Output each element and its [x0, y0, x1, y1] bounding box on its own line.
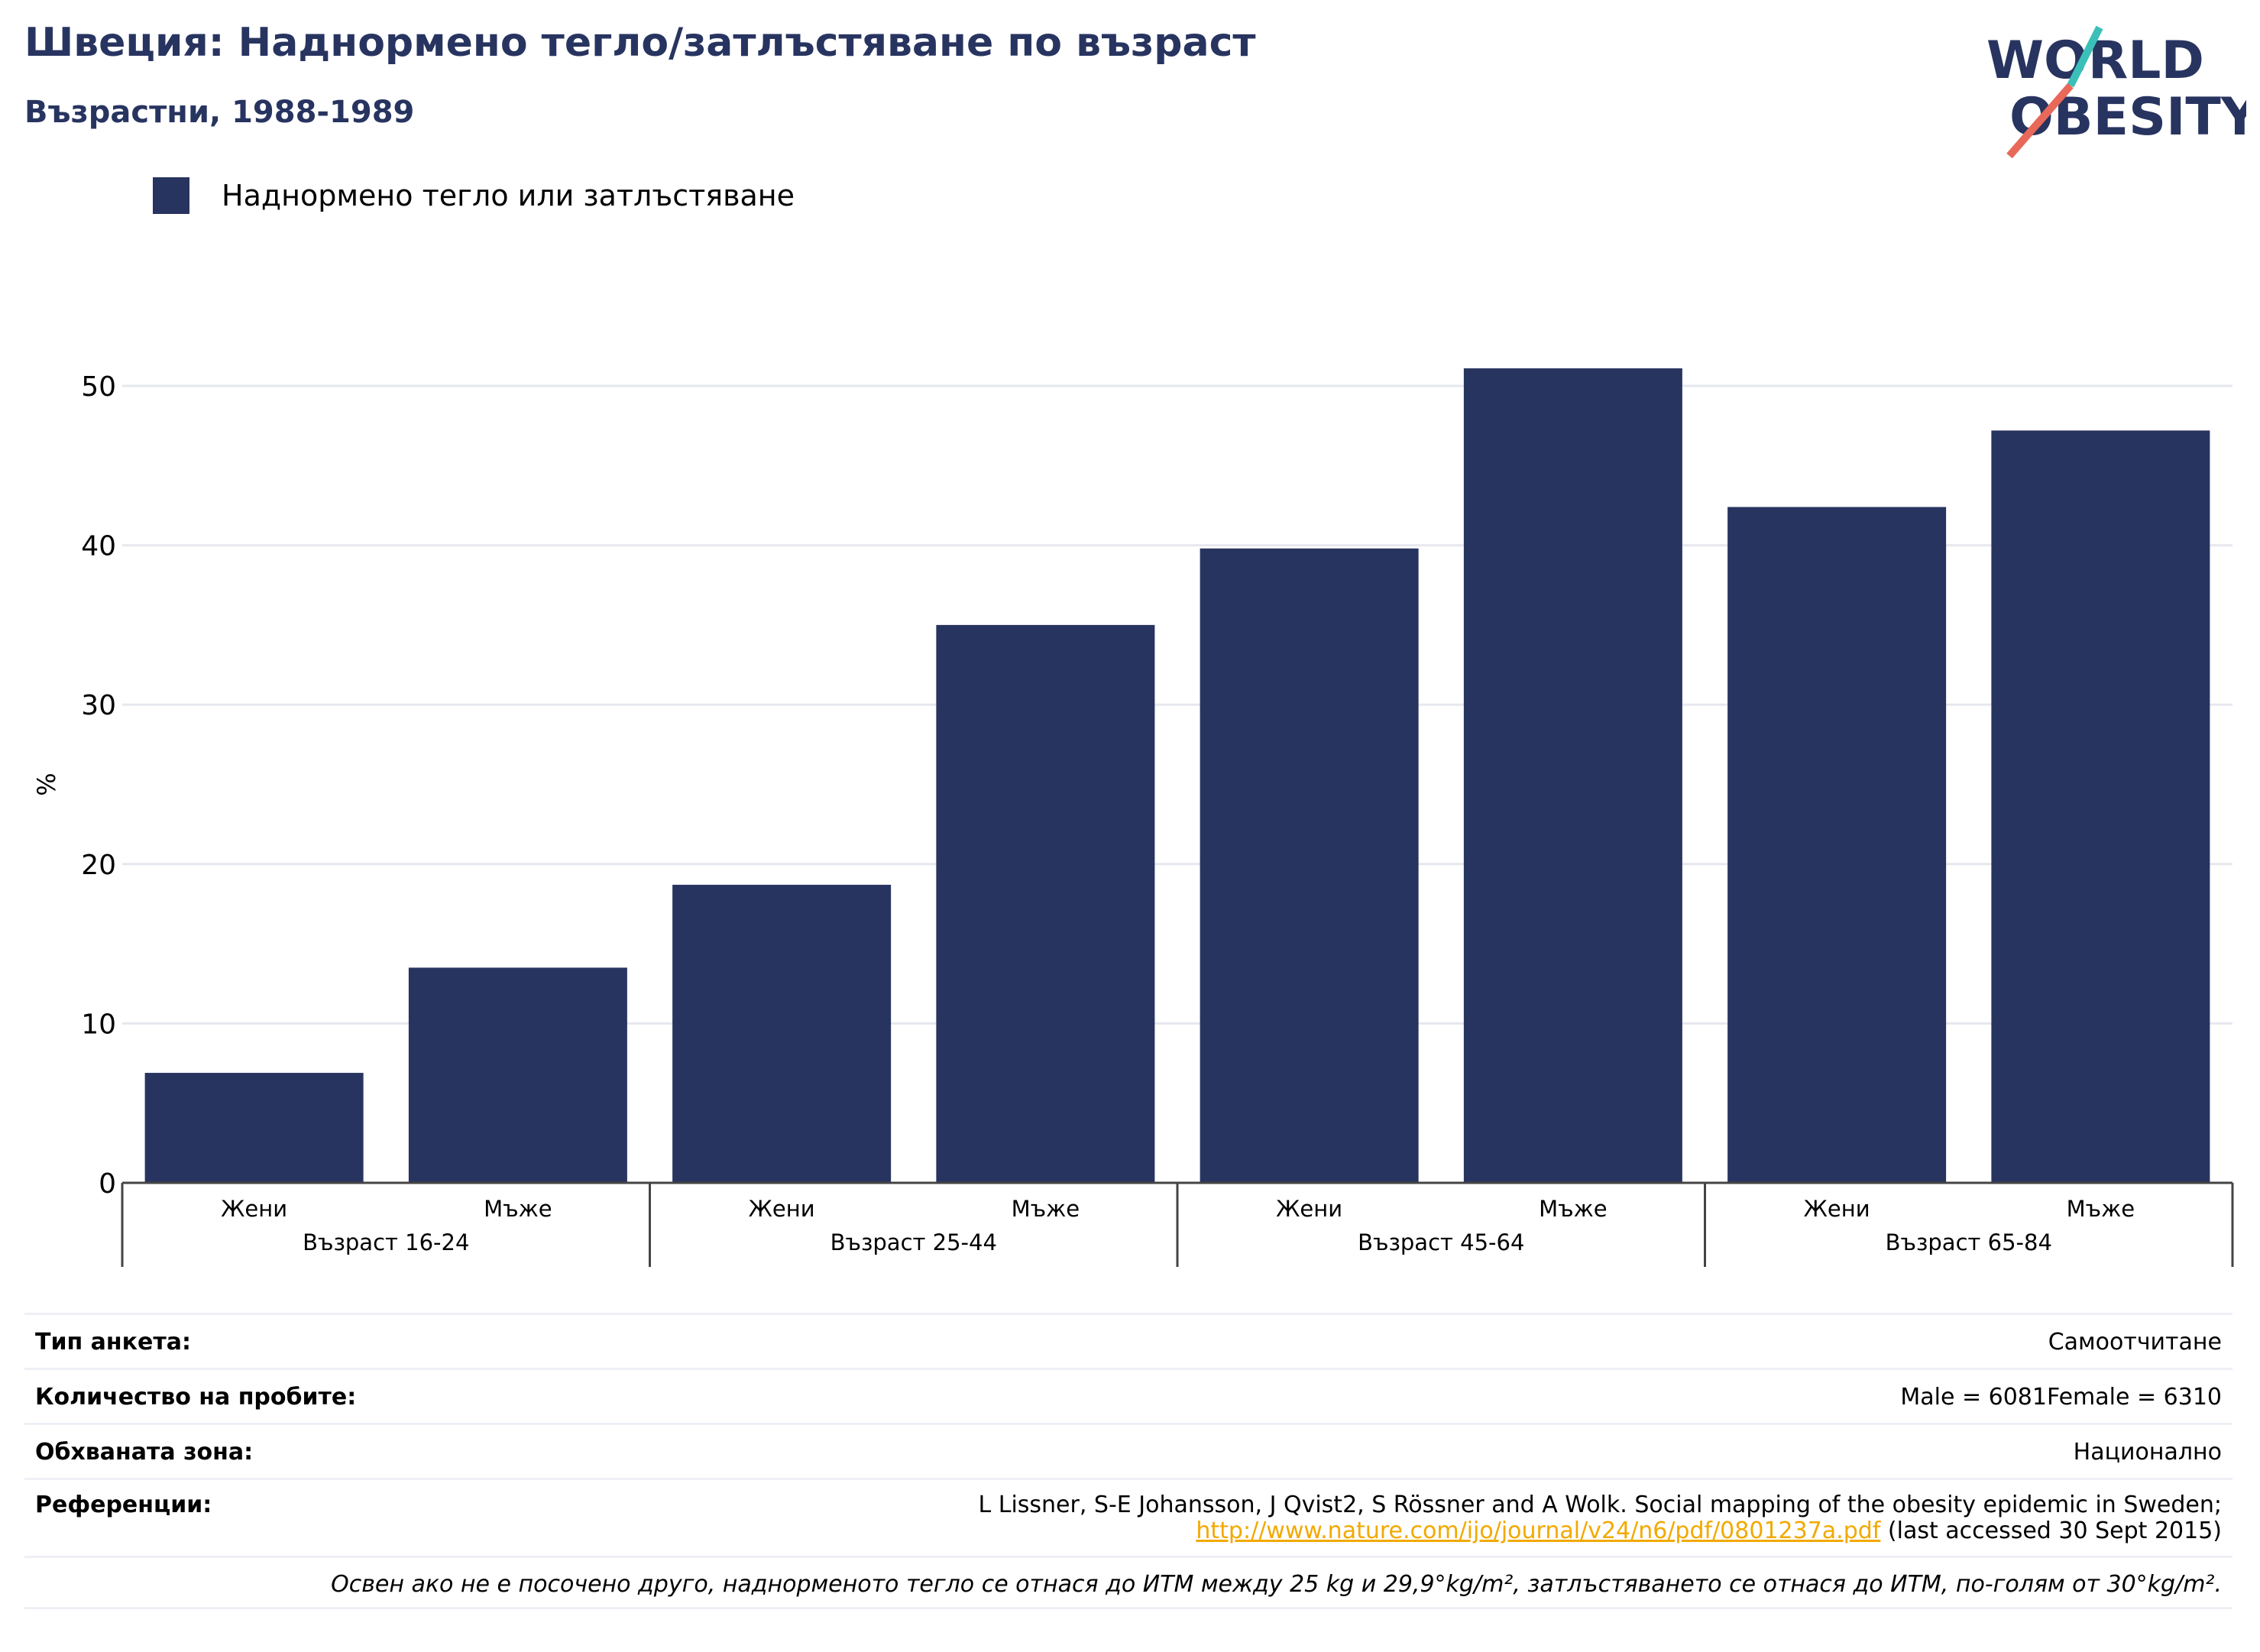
bar [144, 1073, 364, 1183]
y-tick-label: 0 [99, 1168, 116, 1200]
bar-chart: 0 10 20 30 40 50% Жени Мъже Възраст 16-24 Жени Мъж… [32, 368, 2234, 1267]
x-group-label: Възраст 16-24 [303, 1229, 469, 1255]
world-obesity-logo: WORLD OBESITY [1986, 25, 2246, 159]
chart-legend: Наднормено тегло или затлъстяване [153, 177, 795, 214]
x-group-label: Възраст 25-44 [831, 1229, 997, 1255]
x-tick-label: Жени [749, 1196, 815, 1222]
x-tick-label: Мъже [484, 1196, 552, 1222]
y-tick-label: 20 [81, 850, 116, 881]
references-link[interactable]: http://www.nature.com/ijo/journal/v24/n6… [1196, 1518, 1881, 1544]
logo-teal-stroke [2067, 25, 2103, 88]
x-tick-label: Жени [1804, 1196, 1870, 1222]
area-label: Обхваната зона: [35, 1439, 254, 1466]
logo-coral-stroke [2006, 83, 2074, 159]
references-label: Референции: [35, 1492, 212, 1518]
x-tick-label: Мъже [1012, 1196, 1080, 1222]
survey-type-value: Самоотчитане [2048, 1329, 2222, 1356]
x-group-label: Възраст 45-64 [1358, 1229, 1524, 1255]
info-row-survey-type: Тип анкета: Самоотчитане [24, 1313, 2232, 1368]
x-group-label: Възраст 65-84 [1886, 1229, 2052, 1255]
legend-swatch [153, 177, 189, 214]
y-tick-label: 30 [81, 690, 116, 721]
definition-note: Освен ако не е посочено друго, наднормен… [331, 1571, 2222, 1598]
bar [1727, 507, 1947, 1183]
chart-title: Швеция: Наднормено тегло/затлъстяване по… [24, 20, 1256, 66]
info-row-area: Обхваната зона: Национално [24, 1423, 2232, 1478]
sample-value: Male = 6081Female = 6310 [1900, 1384, 2222, 1411]
survey-type-label: Тип анкета: [35, 1329, 191, 1356]
bar [1463, 368, 1682, 1184]
references-suffix: (last accessed 30 Sept 2015) [1880, 1518, 2222, 1544]
y-axis-label: % [32, 773, 61, 795]
bar [1200, 548, 1419, 1183]
x-tick-label: Мъже [2067, 1196, 2135, 1222]
references-text: L Lissner, S-E Johansson, J Qvist2, S Rö… [978, 1492, 2222, 1518]
survey-info-table: Тип анкета: Самоотчитане Количество на п… [24, 1313, 2232, 1609]
bar [408, 967, 627, 1183]
references-value: L Lissner, S-E Johansson, J Qvist2, S Rö… [978, 1492, 2222, 1544]
legend-label: Наднормено тегло или затлъстяване [222, 179, 795, 212]
info-row-sample: Количество на пробите: Male = 6081Female… [24, 1368, 2232, 1423]
sample-label: Количество на пробите: [35, 1384, 357, 1411]
info-row-references: Референции: L Lissner, S-E Johansson, J … [24, 1478, 2232, 1556]
info-row-note: Освен ако не е посочено друго, наднормен… [24, 1556, 2232, 1609]
x-tick-label: Жени [1276, 1196, 1342, 1222]
area-value: Национално [2073, 1439, 2222, 1466]
bar [1991, 430, 2210, 1183]
chart-subtitle: Възрастни, 1988-1989 [24, 95, 415, 130]
bar [936, 624, 1155, 1183]
y-tick-label: 40 [81, 531, 116, 562]
x-tick-label: Мъже [1539, 1196, 1607, 1222]
y-tick-label: 50 [81, 371, 116, 403]
bar [672, 884, 892, 1183]
x-tick-label: Жени [221, 1196, 287, 1222]
y-tick-label: 10 [81, 1009, 116, 1040]
logo-line2: OBESITY [2009, 87, 2246, 147]
